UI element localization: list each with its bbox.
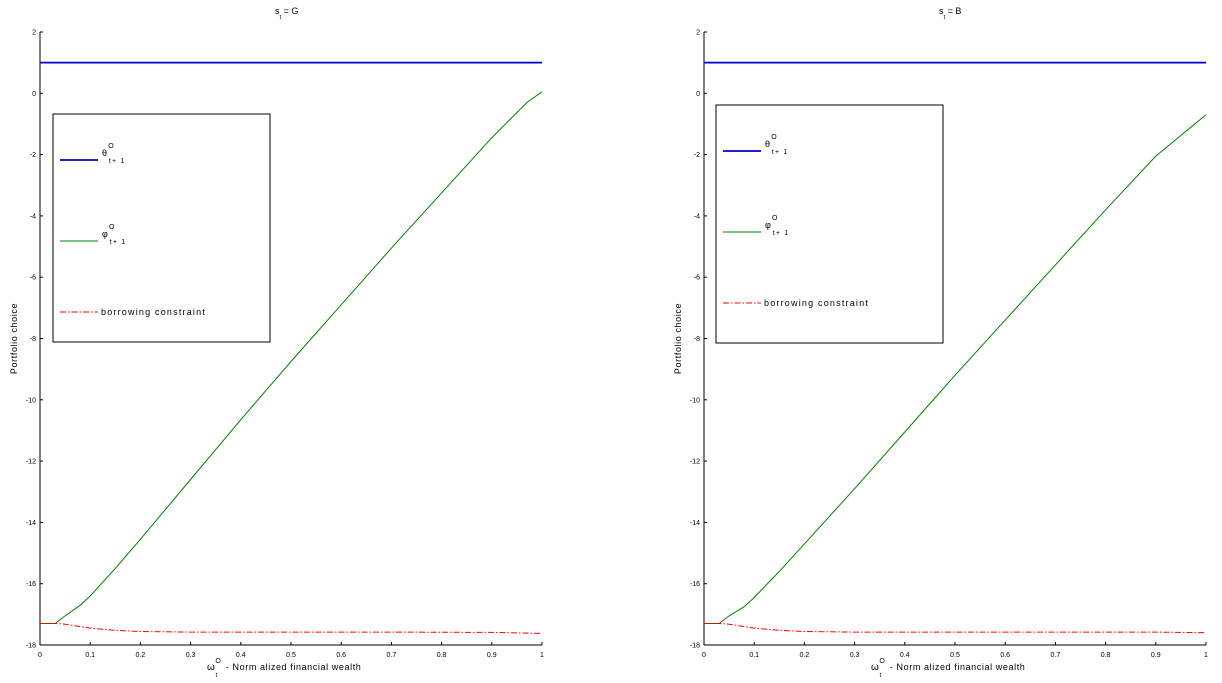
x-tick-label: 0.7 — [1051, 652, 1061, 659]
x-axis-label: ωO t - Norm alized financial wealth — [207, 658, 361, 679]
x-tick-label: 0.8 — [1101, 652, 1111, 659]
xlabel-omega: ω — [871, 662, 879, 673]
legend-superscript: O — [109, 224, 116, 231]
xlabel-superscript: O — [879, 658, 885, 665]
xlabel-subscript: t — [215, 673, 217, 679]
x-tick-label: 0.4 — [900, 652, 910, 659]
xlabel-omega: ω — [207, 662, 215, 673]
x-tick-label: 0.9 — [1151, 652, 1161, 659]
y-tick-label: -8 — [30, 336, 36, 343]
y-tick-label: -16 — [690, 581, 700, 588]
legend-subscript: t+ 1 — [110, 239, 127, 246]
y-tick-label: -16 — [26, 581, 36, 588]
x-tick-label: 0.3 — [850, 652, 860, 659]
x-tick-label: 0.1 — [749, 652, 759, 659]
y-tick-label: -4 — [694, 213, 700, 220]
x-tick-label: 0.5 — [950, 652, 960, 659]
y-tick-label: -2 — [694, 152, 700, 159]
title-value: = G — [281, 6, 298, 16]
legend-subscript: t+ 1 — [109, 158, 126, 165]
legend-subscript: t+ 1 — [772, 149, 789, 156]
legend-symbol: φ — [102, 229, 109, 239]
x-tick-label: 0 — [702, 652, 706, 659]
series-line-3 — [704, 623, 1207, 634]
x-tick-label: 0.4 — [236, 652, 246, 659]
series-line-2 — [40, 91, 543, 624]
x-tick-label: 1 — [540, 652, 544, 659]
y-tick-label: -8 — [694, 336, 700, 343]
x-tick-label: 0.2 — [136, 652, 146, 659]
title-subscript: t — [944, 15, 946, 21]
x-tick-label: 0.1 — [85, 652, 95, 659]
y-tick-label: 0 — [32, 91, 36, 98]
title-subscript: t — [280, 15, 282, 21]
legend-label: borrowing constraint — [101, 307, 206, 317]
xlabel-text: - Norm alized financial wealth — [887, 662, 1026, 672]
chart-title: st = B — [939, 6, 961, 21]
xlabel-text: - Norm alized financial wealth — [223, 662, 362, 672]
chart-title: st = G — [275, 6, 298, 21]
legend-label: φO t+ 1 — [102, 224, 126, 246]
y-tick-label: -12 — [690, 459, 700, 466]
xlabel-superscript: O — [215, 658, 221, 665]
y-tick-label: -4 — [30, 213, 36, 220]
x-tick-label: 0.6 — [336, 652, 346, 659]
legend-label: borrowing constraint — [764, 298, 869, 308]
legend-label: θO t+ 1 — [102, 143, 126, 165]
legend-superscript: O — [108, 143, 115, 150]
x-tick-label: 0.7 — [387, 652, 397, 659]
x-tick-label: 0.3 — [186, 652, 196, 659]
y-tick-label: -6 — [30, 275, 36, 282]
x-tick-label: 0.5 — [286, 652, 296, 659]
x-tick-label: 0.6 — [1000, 652, 1010, 659]
x-tick-label: 0.2 — [800, 652, 810, 659]
legend-label: θO t+ 1 — [765, 134, 789, 156]
y-tick-label: -18 — [690, 643, 700, 650]
title-symbol: s — [275, 6, 280, 16]
y-tick-label: -14 — [690, 520, 700, 527]
x-axis-label: ωO t - Norm alized financial wealth — [871, 658, 1025, 679]
y-tick-label: -10 — [690, 397, 700, 404]
y-tick-label: -14 — [26, 520, 36, 527]
series-line-3 — [40, 623, 543, 634]
y-tick-label: -2 — [30, 152, 36, 159]
xlabel-subscript: t — [879, 673, 881, 679]
legend-superscript: O — [771, 134, 778, 141]
legend-box — [715, 104, 944, 344]
x-tick-label: 1 — [1204, 652, 1208, 659]
y-tick-label: 0 — [696, 91, 700, 98]
legend-symbol: φ — [765, 220, 772, 230]
legend-symbol: θ — [765, 139, 771, 149]
series-line-2 — [704, 114, 1207, 624]
y-tick-label: -6 — [694, 275, 700, 282]
x-tick-label: 0.9 — [487, 652, 497, 659]
legend-symbol: θ — [102, 148, 108, 158]
y-tick-label: -12 — [26, 459, 36, 466]
x-tick-label: 0.8 — [437, 652, 447, 659]
chart-panel-1: 20-2-4-6-8-10-12-14-16-180 0.1 0.2 0.3 0.4 0.… — [9, 6, 544, 679]
y-tick-label: -10 — [26, 397, 36, 404]
y-axis-label: Portfolio choice — [673, 303, 683, 374]
title-symbol: s — [939, 6, 944, 16]
y-tick-label: 2 — [696, 30, 700, 37]
legend-label: φO t+ 1 — [765, 215, 789, 237]
x-tick-label: 0 — [38, 652, 42, 659]
y-tick-label: 2 — [32, 30, 36, 37]
title-value: = B — [945, 6, 961, 16]
legend-box — [52, 113, 271, 343]
y-axis-label: Portfolio choice — [9, 303, 19, 374]
y-tick-label: -18 — [26, 643, 36, 650]
legend-subscript: t+ 1 — [773, 230, 790, 237]
chart-panel-2: 20-2-4-6-8-10-12-14-16-180 0.1 0.2 0.3 0.4 0.… — [673, 6, 1208, 679]
legend-superscript: O — [772, 215, 779, 222]
